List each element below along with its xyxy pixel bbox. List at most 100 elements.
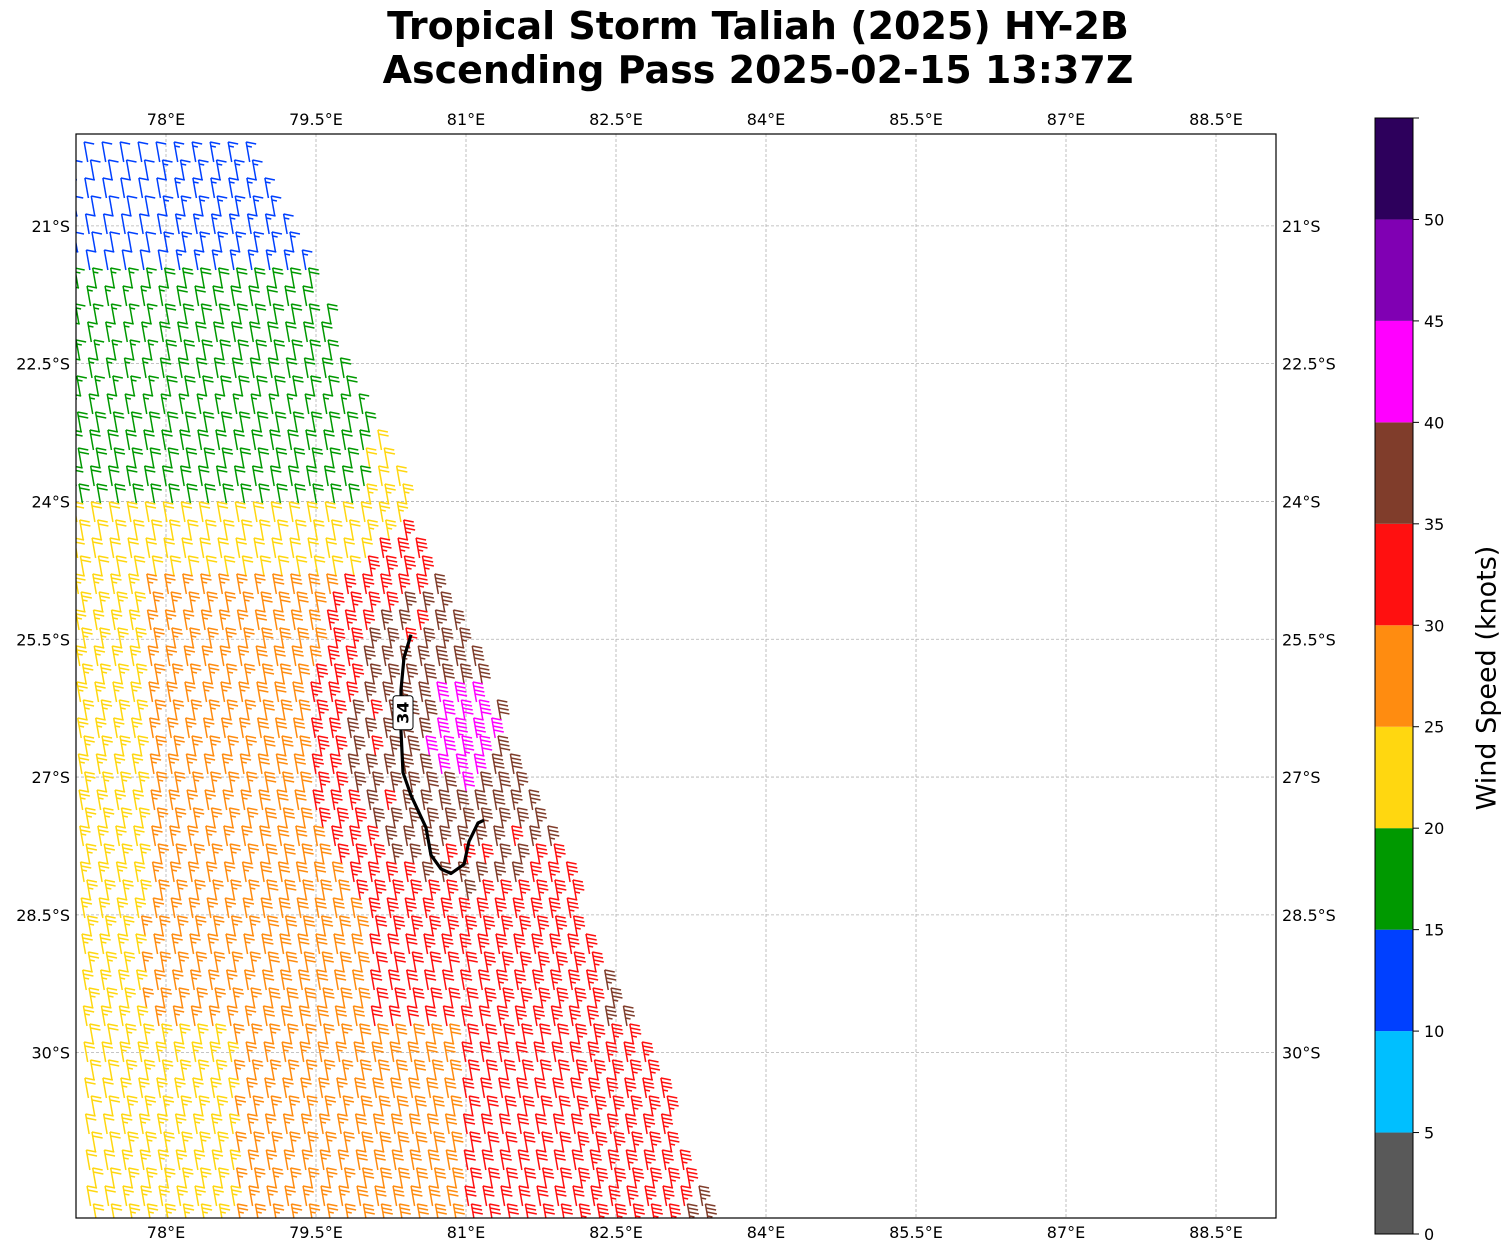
wind-barb — [473, 753, 487, 775]
wind-barb — [161, 465, 174, 487]
wind-barb — [373, 843, 386, 865]
wind-barb — [536, 879, 549, 901]
wind-barb — [132, 789, 144, 811]
wind-barb — [310, 681, 323, 703]
wind-barb — [242, 591, 255, 613]
wind-barb — [304, 393, 316, 415]
wind-barb — [142, 393, 154, 415]
wind-barb — [460, 1005, 474, 1027]
wind-barb — [143, 429, 155, 451]
wind-barb — [76, 231, 85, 253]
wind-barb — [177, 321, 189, 343]
wind-barb — [246, 1077, 258, 1099]
wind-barb — [595, 1167, 609, 1189]
wind-barb — [146, 609, 159, 631]
wind-barb — [315, 933, 328, 955]
wind-barb — [168, 519, 181, 541]
wind-barb — [109, 1167, 122, 1189]
wind-barb — [310, 375, 322, 397]
wind-barb — [184, 717, 197, 739]
wind-barb — [264, 1113, 277, 1135]
wind-barb — [521, 1059, 535, 1081]
wind-barb — [255, 339, 267, 361]
wind-barb — [228, 807, 241, 829]
wind-barb — [78, 483, 90, 505]
wind-barb — [122, 879, 134, 901]
wind-barb — [435, 645, 449, 667]
wind-barb — [168, 483, 180, 505]
wind-barb — [277, 825, 290, 847]
wind-barb — [253, 231, 265, 253]
wind-barb — [314, 591, 327, 613]
wind-barb — [291, 339, 303, 361]
wind-barb — [105, 951, 118, 973]
wind-barb — [366, 519, 379, 541]
wind-barb — [238, 375, 250, 397]
colorbar: 0 5 10 15 20 25 30 35 40 45 50 — [1374, 117, 1444, 1244]
wind-barb — [127, 267, 139, 289]
wind-barb — [166, 681, 178, 703]
wind-barb — [344, 1203, 357, 1218]
wind-barb — [344, 573, 357, 595]
wind-barb — [297, 969, 311, 991]
wind-barb — [387, 969, 401, 991]
wind-barb — [349, 555, 362, 577]
wind-barb — [159, 357, 172, 379]
wind-barb — [356, 1185, 369, 1207]
wind-barb — [120, 771, 132, 793]
wind-barb — [571, 1149, 584, 1171]
wind-barb — [352, 699, 365, 721]
wind-barb — [339, 951, 352, 973]
wind-barb — [189, 663, 202, 685]
wind-barb — [76, 143, 77, 145]
wind-barb — [212, 879, 224, 901]
wind-barb — [248, 915, 261, 937]
colorbar-tick-label: 10 — [1424, 1022, 1444, 1041]
wind-barb — [251, 1023, 263, 1045]
wind-barb — [239, 447, 252, 469]
wind-barb — [248, 879, 260, 901]
wind-barb — [245, 141, 257, 163]
wind-barb — [516, 771, 529, 793]
wind-barb — [308, 303, 321, 325]
wind-barb — [197, 465, 210, 487]
wind-barb — [286, 987, 299, 1009]
wind-barb — [422, 897, 435, 919]
wind-barb — [660, 1113, 674, 1135]
wind-barb — [100, 699, 113, 721]
wind-barb — [509, 753, 523, 775]
wind-barb — [383, 447, 396, 469]
wind-barb — [126, 195, 138, 217]
wind-barb — [452, 609, 466, 631]
wind-barb — [332, 591, 345, 613]
wind-barb — [500, 1185, 513, 1207]
wind-barb — [128, 303, 140, 325]
wind-barb — [441, 933, 454, 955]
wind-barb — [97, 825, 109, 847]
wind-barb — [551, 1041, 564, 1063]
wind-barb — [318, 1113, 331, 1135]
wind-barb — [92, 1203, 105, 1218]
wind-barb — [103, 843, 116, 865]
wind-barb — [293, 753, 306, 775]
wind-barb — [408, 771, 421, 793]
wind-barb — [540, 1095, 553, 1117]
wind-barb — [228, 1077, 240, 1099]
wind-barb — [244, 1005, 257, 1027]
wind-barb — [573, 951, 586, 973]
wind-barb — [283, 249, 295, 271]
wind-barb — [156, 1113, 169, 1135]
wind-barb — [217, 1167, 230, 1189]
wind-barb — [204, 789, 216, 811]
wind-barb — [299, 1041, 312, 1063]
wind-barb — [536, 1185, 549, 1207]
wind-barb — [217, 1131, 229, 1153]
wind-barb — [464, 1185, 477, 1207]
wind-barb — [120, 1113, 133, 1135]
wind-barb — [86, 915, 99, 937]
wind-barb — [120, 1077, 132, 1099]
wind-barb — [192, 771, 204, 793]
wind-barb — [256, 375, 268, 397]
wind-barb — [364, 681, 377, 703]
wind-barb — [203, 753, 216, 775]
